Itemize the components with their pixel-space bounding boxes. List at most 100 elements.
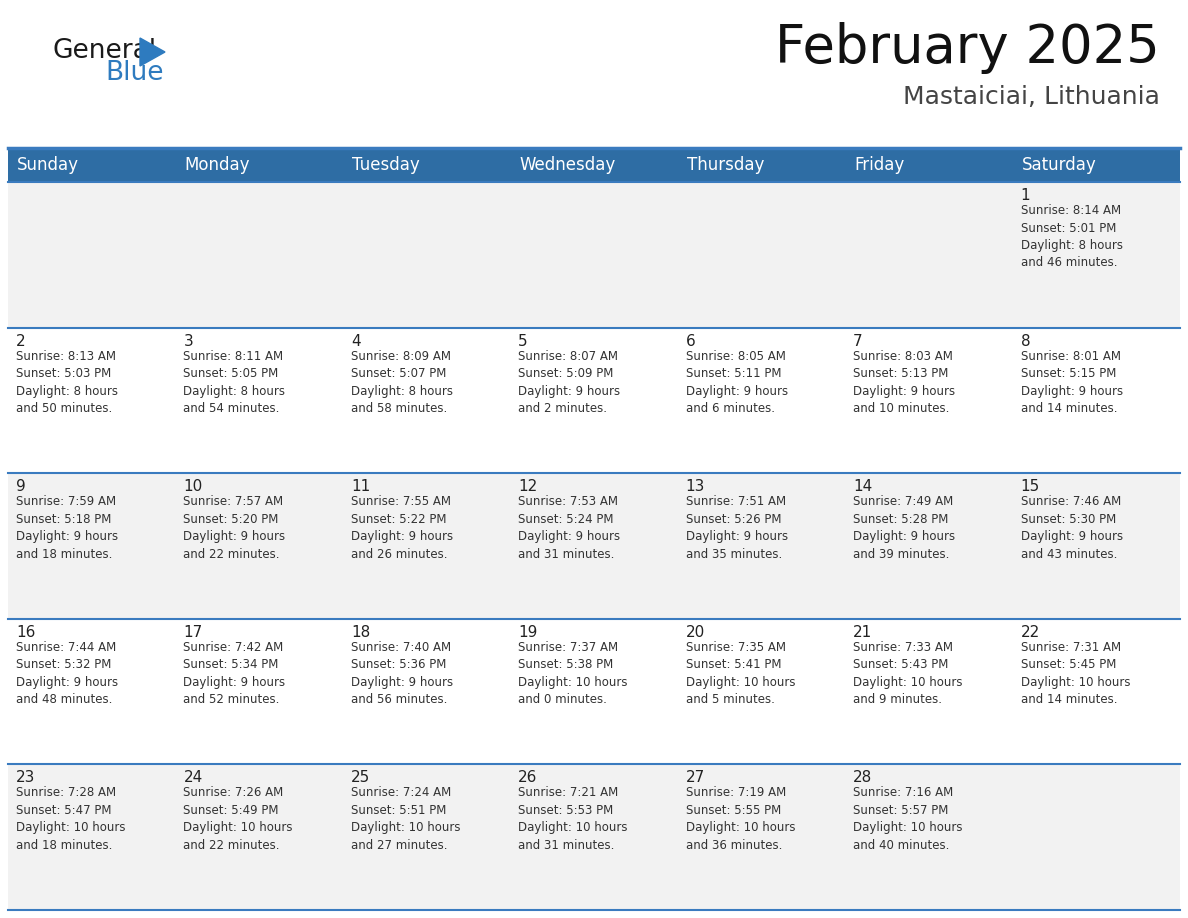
Bar [845,473,1012,619]
Bar [511,148,677,182]
Text: Sunrise: 8:13 AM
Sunset: 5:03 PM
Daylight: 8 hours
and 50 minutes.: Sunrise: 8:13 AM Sunset: 5:03 PM Dayligh… [15,350,118,415]
Text: 21: 21 [853,625,872,640]
Text: Sunrise: 7:33 AM
Sunset: 5:43 PM
Daylight: 10 hours
and 9 minutes.: Sunrise: 7:33 AM Sunset: 5:43 PM Dayligh… [853,641,962,706]
Text: Sunrise: 7:55 AM
Sunset: 5:22 PM
Daylight: 9 hours
and 26 minutes.: Sunrise: 7:55 AM Sunset: 5:22 PM Dayligh… [350,495,453,561]
Text: 18: 18 [350,625,371,640]
Text: Sunrise: 7:35 AM
Sunset: 5:41 PM
Daylight: 10 hours
and 5 minutes.: Sunrise: 7:35 AM Sunset: 5:41 PM Dayligh… [685,641,795,706]
Text: Sunday: Sunday [17,156,78,174]
Text: 20: 20 [685,625,704,640]
Text: 24: 24 [183,770,203,786]
Text: 16: 16 [15,625,36,640]
Text: Sunrise: 7:49 AM
Sunset: 5:28 PM
Daylight: 9 hours
and 39 minutes.: Sunrise: 7:49 AM Sunset: 5:28 PM Dayligh… [853,495,955,561]
Text: 4: 4 [350,333,360,349]
Text: 6: 6 [685,333,695,349]
Text: Sunrise: 7:16 AM
Sunset: 5:57 PM
Daylight: 10 hours
and 40 minutes.: Sunrise: 7:16 AM Sunset: 5:57 PM Dayligh… [853,787,962,852]
Text: February 2025: February 2025 [776,22,1159,74]
Text: Sunrise: 8:11 AM
Sunset: 5:05 PM
Daylight: 8 hours
and 54 minutes.: Sunrise: 8:11 AM Sunset: 5:05 PM Dayligh… [183,350,285,415]
Bar [176,148,343,182]
Text: 5: 5 [518,333,527,349]
Text: Mastaiciai, Lithuania: Mastaiciai, Lithuania [903,85,1159,109]
Bar [1012,619,1180,765]
Text: Sunrise: 8:07 AM
Sunset: 5:09 PM
Daylight: 9 hours
and 2 minutes.: Sunrise: 8:07 AM Sunset: 5:09 PM Dayligh… [518,350,620,415]
Text: Sunrise: 7:40 AM
Sunset: 5:36 PM
Daylight: 9 hours
and 56 minutes.: Sunrise: 7:40 AM Sunset: 5:36 PM Dayligh… [350,641,453,706]
Bar [8,328,176,473]
Bar [845,619,1012,765]
Text: 27: 27 [685,770,704,786]
Bar [176,619,343,765]
Bar [343,619,511,765]
Text: 12: 12 [518,479,537,494]
Text: Friday: Friday [854,156,904,174]
Bar [176,182,343,328]
Bar [845,182,1012,328]
Text: Monday: Monday [184,156,249,174]
Text: Sunrise: 7:21 AM
Sunset: 5:53 PM
Daylight: 10 hours
and 31 minutes.: Sunrise: 7:21 AM Sunset: 5:53 PM Dayligh… [518,787,627,852]
Bar [343,765,511,910]
Text: Sunrise: 7:59 AM
Sunset: 5:18 PM
Daylight: 9 hours
and 18 minutes.: Sunrise: 7:59 AM Sunset: 5:18 PM Dayligh… [15,495,118,561]
Text: 1: 1 [1020,188,1030,203]
Bar [1012,182,1180,328]
Text: 7: 7 [853,333,862,349]
Text: Wednesday: Wednesday [519,156,615,174]
Text: 26: 26 [518,770,538,786]
Text: 13: 13 [685,479,706,494]
Bar [8,765,176,910]
Bar [8,473,176,619]
Text: 2: 2 [15,333,26,349]
Text: Sunrise: 8:03 AM
Sunset: 5:13 PM
Daylight: 9 hours
and 10 minutes.: Sunrise: 8:03 AM Sunset: 5:13 PM Dayligh… [853,350,955,415]
Bar [1012,148,1180,182]
Bar [677,328,845,473]
Bar [677,148,845,182]
Text: Sunrise: 7:26 AM
Sunset: 5:49 PM
Daylight: 10 hours
and 22 minutes.: Sunrise: 7:26 AM Sunset: 5:49 PM Dayligh… [183,787,293,852]
Text: Sunrise: 7:24 AM
Sunset: 5:51 PM
Daylight: 10 hours
and 27 minutes.: Sunrise: 7:24 AM Sunset: 5:51 PM Dayligh… [350,787,461,852]
Bar [677,182,845,328]
Text: Sunrise: 7:44 AM
Sunset: 5:32 PM
Daylight: 9 hours
and 48 minutes.: Sunrise: 7:44 AM Sunset: 5:32 PM Dayligh… [15,641,118,706]
Bar [845,328,1012,473]
Text: 17: 17 [183,625,203,640]
Text: Sunrise: 8:05 AM
Sunset: 5:11 PM
Daylight: 9 hours
and 6 minutes.: Sunrise: 8:05 AM Sunset: 5:11 PM Dayligh… [685,350,788,415]
Bar [343,182,511,328]
Bar [511,765,677,910]
Text: Sunrise: 7:57 AM
Sunset: 5:20 PM
Daylight: 9 hours
and 22 minutes.: Sunrise: 7:57 AM Sunset: 5:20 PM Dayligh… [183,495,285,561]
Text: 8: 8 [1020,333,1030,349]
Bar [176,328,343,473]
Bar [176,473,343,619]
Text: Sunrise: 7:19 AM
Sunset: 5:55 PM
Daylight: 10 hours
and 36 minutes.: Sunrise: 7:19 AM Sunset: 5:55 PM Dayligh… [685,787,795,852]
Bar [8,619,176,765]
Text: 28: 28 [853,770,872,786]
Bar [511,328,677,473]
Text: Sunrise: 8:01 AM
Sunset: 5:15 PM
Daylight: 9 hours
and 14 minutes.: Sunrise: 8:01 AM Sunset: 5:15 PM Dayligh… [1020,350,1123,415]
Bar [176,765,343,910]
Bar [343,473,511,619]
Text: 11: 11 [350,479,371,494]
Bar [1012,328,1180,473]
Bar [511,182,677,328]
Bar [677,473,845,619]
Text: Sunrise: 8:14 AM
Sunset: 5:01 PM
Daylight: 8 hours
and 46 minutes.: Sunrise: 8:14 AM Sunset: 5:01 PM Dayligh… [1020,204,1123,270]
Text: Sunrise: 7:31 AM
Sunset: 5:45 PM
Daylight: 10 hours
and 14 minutes.: Sunrise: 7:31 AM Sunset: 5:45 PM Dayligh… [1020,641,1130,706]
Text: 9: 9 [15,479,26,494]
Bar [343,148,511,182]
Bar [677,619,845,765]
Text: 22: 22 [1020,625,1040,640]
Bar [8,148,176,182]
Text: 10: 10 [183,479,203,494]
Text: Sunrise: 7:51 AM
Sunset: 5:26 PM
Daylight: 9 hours
and 35 minutes.: Sunrise: 7:51 AM Sunset: 5:26 PM Dayligh… [685,495,788,561]
Polygon shape [140,38,165,66]
Bar [8,182,176,328]
Bar [511,619,677,765]
Bar [845,765,1012,910]
Text: 15: 15 [1020,479,1040,494]
Bar [1012,765,1180,910]
Text: Sunrise: 7:42 AM
Sunset: 5:34 PM
Daylight: 9 hours
and 52 minutes.: Sunrise: 7:42 AM Sunset: 5:34 PM Dayligh… [183,641,285,706]
Text: 19: 19 [518,625,538,640]
Bar [845,148,1012,182]
Text: Sunrise: 7:46 AM
Sunset: 5:30 PM
Daylight: 9 hours
and 43 minutes.: Sunrise: 7:46 AM Sunset: 5:30 PM Dayligh… [1020,495,1123,561]
Text: 3: 3 [183,333,194,349]
Text: Sunrise: 7:37 AM
Sunset: 5:38 PM
Daylight: 10 hours
and 0 minutes.: Sunrise: 7:37 AM Sunset: 5:38 PM Dayligh… [518,641,627,706]
Text: Sunrise: 8:09 AM
Sunset: 5:07 PM
Daylight: 8 hours
and 58 minutes.: Sunrise: 8:09 AM Sunset: 5:07 PM Dayligh… [350,350,453,415]
Text: Blue: Blue [105,60,164,86]
Text: 14: 14 [853,479,872,494]
Bar [1012,473,1180,619]
Bar [511,473,677,619]
